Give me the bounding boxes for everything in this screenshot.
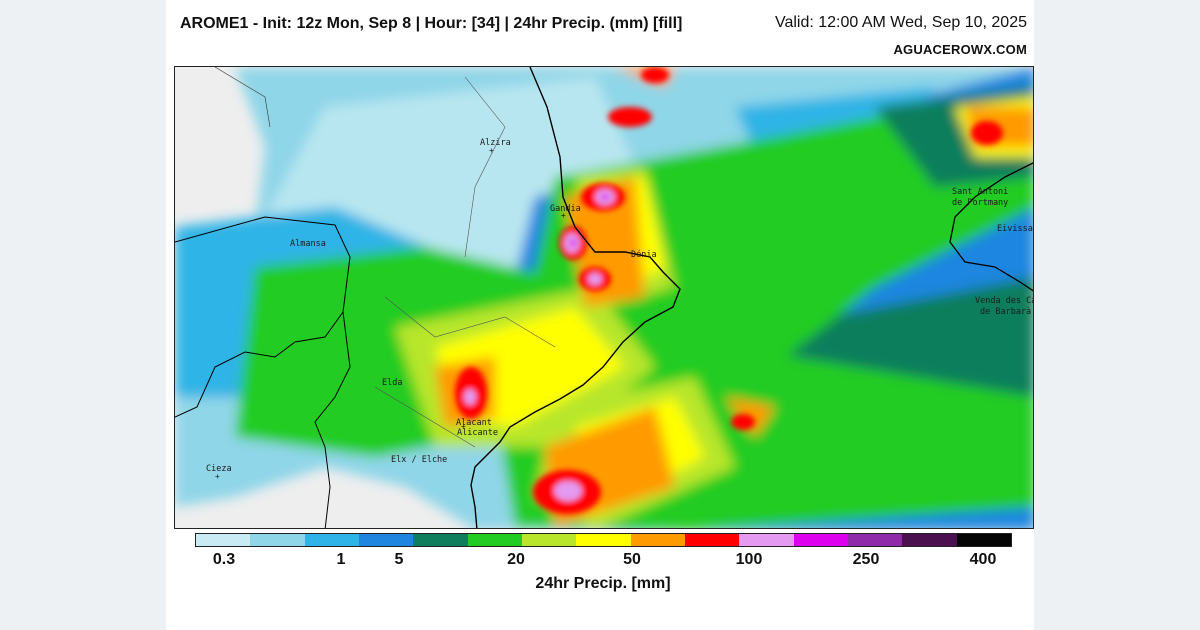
coastline	[470, 67, 681, 528]
colorbar-tick-label: 400	[969, 551, 997, 568]
city-markers: + + + +	[215, 146, 566, 481]
colorbar-tick-label: 250	[852, 551, 880, 568]
colorbar-swatch	[196, 534, 251, 546]
colorbar-swatch	[358, 534, 414, 546]
svg-text:+: +	[461, 422, 466, 431]
city-sant-antoni-2: de Portmany	[952, 198, 1008, 208]
colorbar-tick-label: 5	[394, 551, 404, 568]
precip-colorbar	[195, 533, 1012, 547]
model-title: AROME1 - Init: 12z Mon, Sep 8 | Hour: [3…	[180, 15, 683, 32]
colorbar-tick-label: 0.3	[212, 551, 236, 568]
city-venda: Venda des Ca	[975, 296, 1034, 306]
city-elche: Elx / Elche	[391, 455, 447, 465]
city-almansa: Almansa	[290, 239, 326, 249]
city-denia: Dénia	[631, 249, 657, 260]
colorbar-swatch	[684, 534, 740, 546]
colorbar-swatch	[739, 534, 794, 546]
precip-field	[175, 67, 1033, 528]
precip-cores	[455, 67, 1003, 514]
svg-text:+: +	[489, 146, 494, 155]
colorbar-tick-label: 1	[336, 551, 346, 568]
colorbar-swatch	[630, 534, 685, 546]
province-border	[175, 216, 351, 418]
colorbar-swatch	[250, 534, 305, 546]
colorbar-swatch	[576, 534, 631, 546]
island-coastline	[949, 162, 1033, 292]
colorbar-swatch	[413, 534, 468, 546]
colorbar-swatch	[793, 534, 848, 546]
city-sant-antoni: Sant Antoni	[952, 187, 1008, 197]
precip-map: Alzira Gandia Dénia Almansa Elda Alacant…	[174, 66, 1034, 529]
svg-text:+: +	[561, 211, 566, 220]
colorbar-swatch	[521, 534, 577, 546]
valid-time: Valid: 12:00 AM Wed, Sep 10, 2025	[774, 14, 1027, 31]
city-alzira: Alzira	[480, 138, 511, 148]
city-alacant: Alacant	[456, 418, 492, 428]
svg-text:+: +	[215, 472, 220, 481]
city-elda: Elda	[382, 378, 402, 388]
city-labels: Alzira Gandia Dénia Almansa Elda Alacant…	[206, 138, 1034, 474]
colorbar-tick-label: 20	[507, 551, 525, 568]
colorbar-swatch	[902, 534, 957, 546]
city-alicante: Alicante	[457, 428, 498, 438]
colorbar-label: 24hr Precip. [mm]	[535, 575, 671, 592]
province-border-2	[314, 311, 351, 528]
colorbar-tick-label: 50	[623, 551, 641, 568]
site-watermark: AGUACEROWX.COM	[893, 42, 1027, 57]
colorbar-tick-label: 100	[735, 551, 763, 568]
city-cieza: Cieza	[206, 464, 232, 474]
city-gandia: Gandia	[550, 204, 581, 214]
city-venda-2: de Barbarà	[980, 307, 1031, 317]
colorbar-swatch	[847, 534, 903, 546]
colorbar-swatch	[467, 534, 522, 546]
city-eivissa: Eivissa	[997, 224, 1033, 234]
map-canvas: Alzira Gandia Dénia Almansa Elda Alacant…	[175, 67, 1034, 528]
colorbar-swatch	[956, 534, 1011, 546]
colorbar-swatch	[304, 534, 359, 546]
